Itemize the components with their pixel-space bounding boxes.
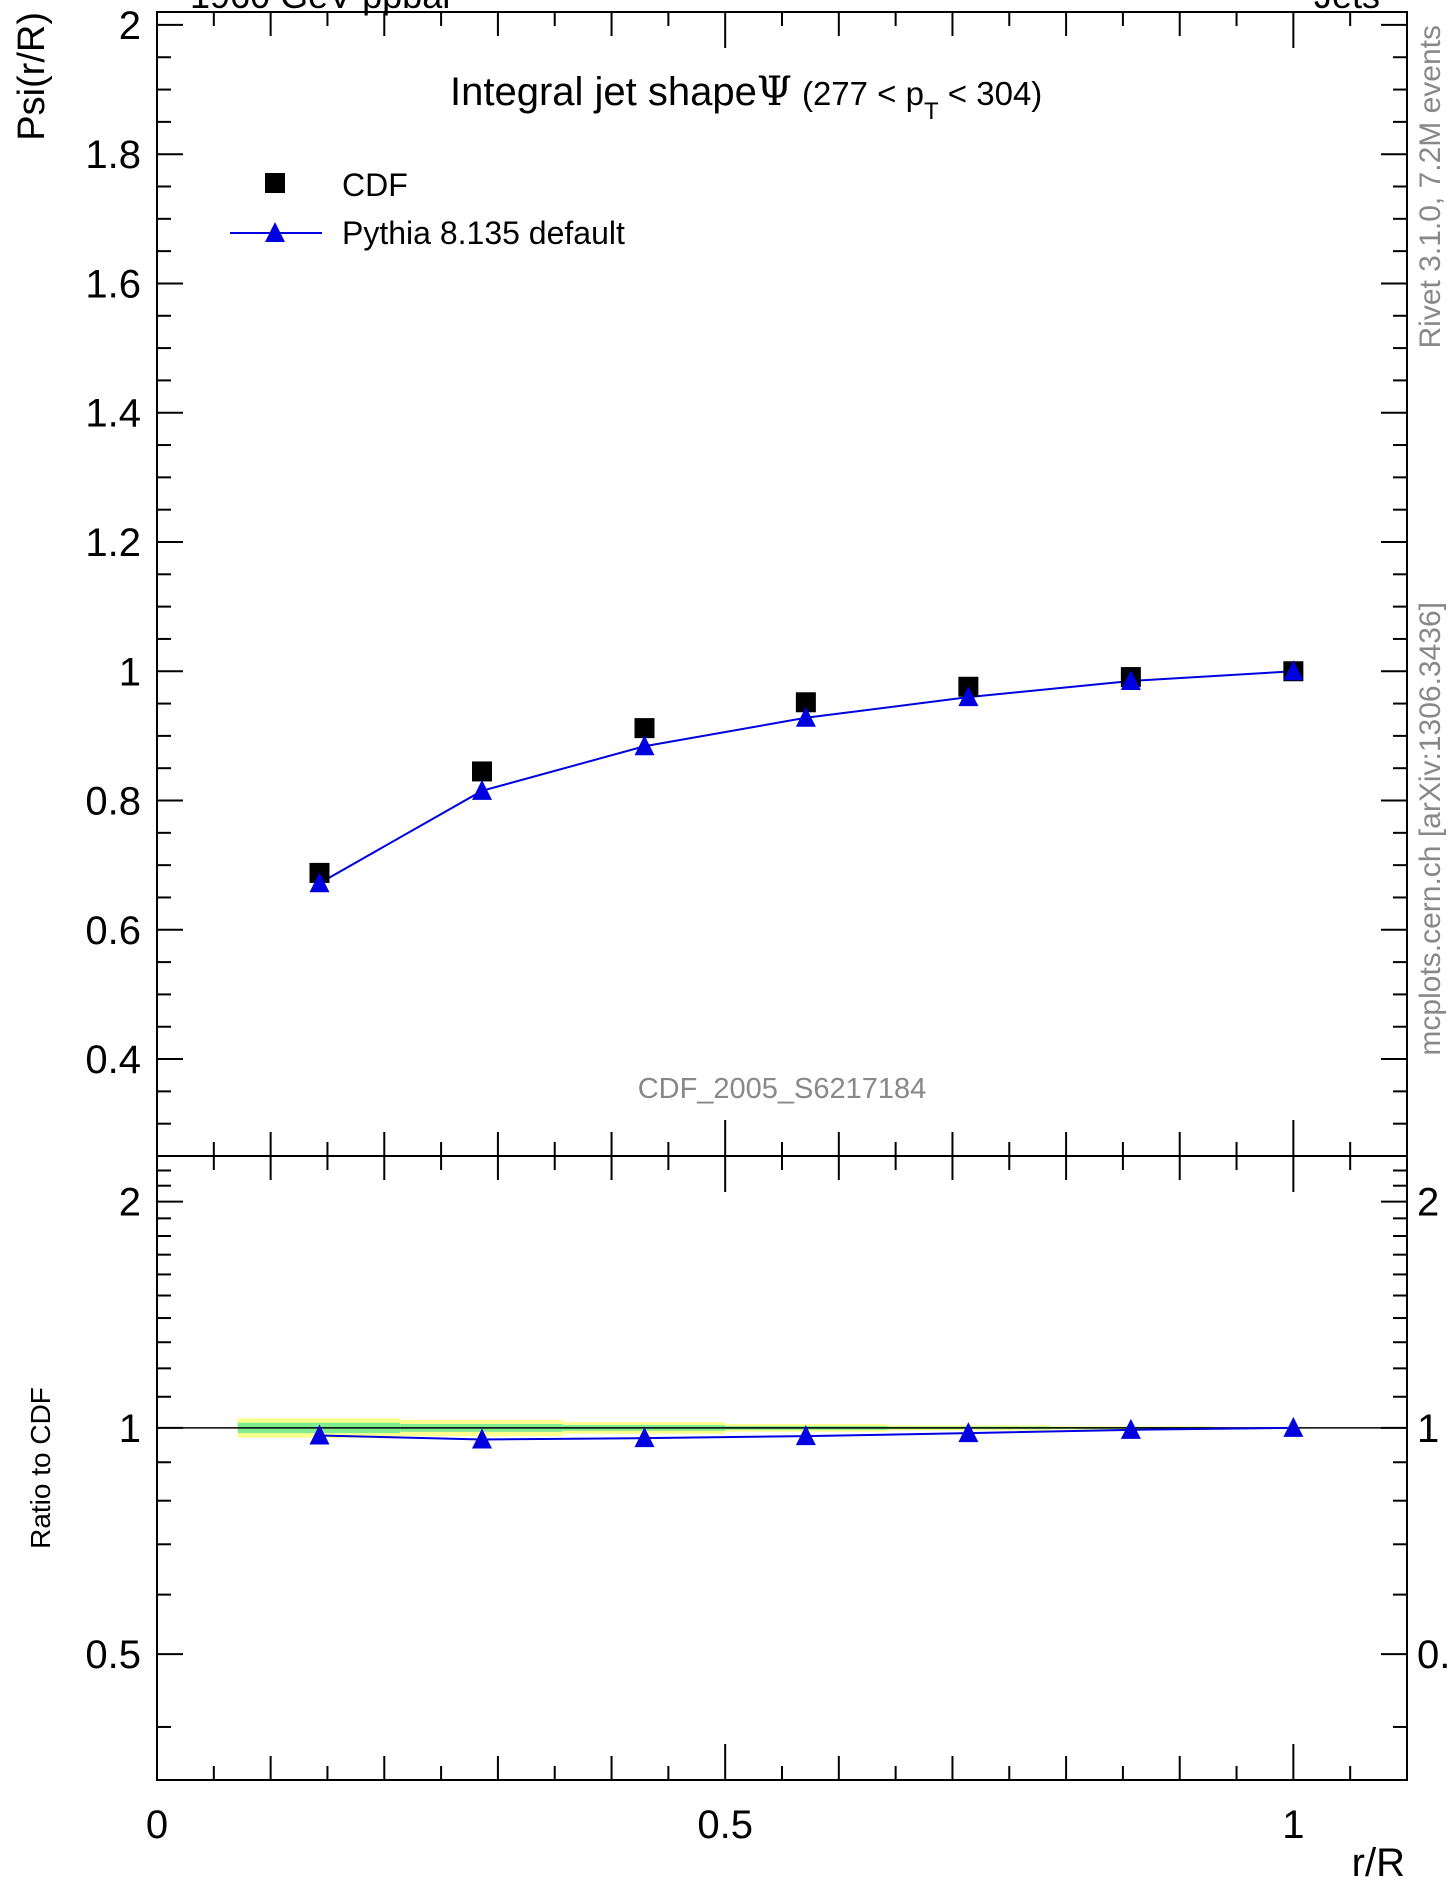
- rivet-label: Rivet 3.1.0, 7.2M events: [1414, 25, 1447, 349]
- ratio-pythia-point: [795, 1425, 816, 1446]
- y-tick-label: 1.2: [85, 521, 141, 565]
- ratio-pythia-point: [1283, 1416, 1304, 1437]
- mcplots-label: mcplots.cern.ch [arXiv:1306.3436]: [1414, 602, 1447, 1056]
- ratio-x-ticks: 0 0.5 1: [146, 1156, 1408, 1847]
- header-right: Jets: [1314, 0, 1380, 16]
- pythia-point: [309, 872, 330, 893]
- ratio-pythia-point: [472, 1428, 492, 1449]
- pythia-point: [795, 706, 816, 727]
- x-tick-label: 1: [1282, 1803, 1304, 1847]
- pythia-point: [634, 735, 655, 756]
- legend-cdf-marker: [265, 173, 285, 193]
- ratio-pythia-point: [309, 1424, 330, 1445]
- pythia-point: [1120, 669, 1141, 690]
- pythia-point: [958, 686, 979, 707]
- legend-pythia-label: Pythia 8.135 default: [342, 215, 625, 251]
- pythia-point: [1283, 660, 1304, 681]
- cdf-point: [634, 718, 655, 739]
- main-panel: 0.4 0.6 0.8 1 1.2 1.4 1.6 1.8 2 Integral jet sha…: [11, 4, 1408, 1157]
- main-x-ticks: [156, 12, 1408, 1156]
- y-tick-label: 0.6: [85, 909, 141, 953]
- ratio-pythia-point: [958, 1422, 979, 1443]
- legend-pythia-marker: [265, 222, 285, 242]
- y-tick-label: 1.8: [85, 133, 141, 177]
- main-y-ticks: 0.4 0.6 0.8 1 1.2 1.4 1.6 1.8 2: [85, 4, 1407, 1157]
- ratio-y-tick-label: 1: [119, 1407, 141, 1451]
- legend: CDF Pythia 8.135 default: [230, 167, 625, 251]
- legend-cdf-label: CDF: [342, 167, 408, 203]
- main-title: Integral jet shapeΨ (277 < pT < 304): [450, 69, 1042, 125]
- ratio-series: [309, 1416, 1304, 1449]
- ratio-y-axis-label: Ratio to CDF: [25, 1387, 56, 1549]
- x-axis-label: r/R: [1352, 1841, 1405, 1885]
- x-tick-label: 0: [146, 1803, 168, 1847]
- y-tick-label: 2: [119, 4, 141, 48]
- ratio-y-tick-label-right: 0.: [1417, 1633, 1450, 1677]
- pythia-point: [472, 779, 492, 800]
- y-tick-label: 1.4: [85, 392, 141, 436]
- y-tick-label: 0.4: [85, 1038, 141, 1082]
- y-tick-label: 1: [119, 650, 141, 694]
- ratio-y-ticks: 0.5 1 2 0. 1 2: [85, 1169, 1450, 1728]
- ratio-y-tick-label-right: 1: [1417, 1407, 1439, 1451]
- ratio-pythia-point: [1120, 1418, 1141, 1439]
- ratio-y-tick-label: 2: [119, 1181, 141, 1225]
- y-tick-label: 1.6: [85, 262, 141, 306]
- ratio-frame: [156, 1155, 1408, 1781]
- ratio-pythia-point: [634, 1427, 655, 1448]
- cdf-point: [795, 692, 816, 713]
- cdf-point: [472, 761, 492, 782]
- analysis-tag: CDF_2005_S6217184: [638, 1073, 927, 1105]
- header-left: 1960 GeV ppbar: [190, 0, 454, 16]
- ratio-y-tick-label: 0.5: [85, 1633, 141, 1677]
- x-tick-label: 0.5: [697, 1803, 753, 1847]
- ratio-y-tick-label-right: 2: [1417, 1181, 1439, 1225]
- main-y-axis-label: Psi(r/R): [11, 12, 53, 141]
- y-tick-label: 0.8: [85, 780, 141, 824]
- main-series: [309, 660, 1304, 893]
